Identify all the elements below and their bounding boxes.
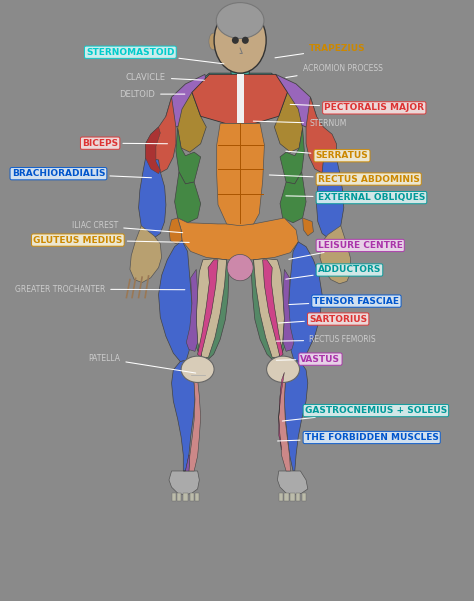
- Polygon shape: [279, 493, 283, 501]
- Polygon shape: [283, 269, 294, 352]
- Polygon shape: [166, 75, 207, 127]
- Polygon shape: [195, 260, 229, 361]
- Text: STERNOMASTOID: STERNOMASTOID: [86, 47, 224, 64]
- Polygon shape: [280, 172, 306, 223]
- Polygon shape: [178, 93, 206, 152]
- Polygon shape: [302, 493, 306, 501]
- Ellipse shape: [227, 254, 253, 281]
- Ellipse shape: [216, 2, 264, 38]
- Text: BRACHIORADIALIS: BRACHIORADIALIS: [12, 169, 152, 178]
- Text: PATELLA: PATELLA: [88, 354, 196, 373]
- Text: TRAPEZIUS: TRAPEZIUS: [275, 44, 366, 58]
- Polygon shape: [169, 218, 182, 243]
- Polygon shape: [289, 242, 322, 362]
- Polygon shape: [274, 75, 317, 127]
- Text: ILIAC CREST: ILIAC CREST: [72, 221, 182, 233]
- Polygon shape: [195, 493, 200, 501]
- Polygon shape: [274, 93, 302, 152]
- Polygon shape: [195, 73, 285, 97]
- Text: ACROMION PROCESS: ACROMION PROCESS: [286, 64, 383, 78]
- Polygon shape: [177, 493, 181, 501]
- Polygon shape: [277, 471, 308, 495]
- Text: PECTORALIS MAJOR: PECTORALIS MAJOR: [290, 103, 424, 112]
- Text: THE FORBIDDEN MUSCLES: THE FORBIDDEN MUSCLES: [278, 433, 438, 442]
- Text: BICEPS: BICEPS: [82, 139, 167, 148]
- Polygon shape: [263, 260, 283, 358]
- Text: GASTROCNEMIUS + SOLEUS: GASTROCNEMIUS + SOLEUS: [283, 406, 447, 421]
- Polygon shape: [237, 75, 244, 123]
- Polygon shape: [196, 258, 227, 358]
- Polygon shape: [186, 269, 198, 352]
- Polygon shape: [178, 218, 298, 260]
- Text: ADDUCTORS: ADDUCTORS: [286, 266, 381, 279]
- Text: SARTORIUS: SARTORIUS: [278, 314, 367, 323]
- Ellipse shape: [181, 356, 214, 382]
- Polygon shape: [146, 127, 160, 174]
- Polygon shape: [159, 240, 192, 362]
- Polygon shape: [189, 369, 201, 471]
- Polygon shape: [254, 258, 284, 358]
- Polygon shape: [130, 226, 162, 282]
- Polygon shape: [169, 471, 200, 495]
- Polygon shape: [279, 369, 291, 471]
- Text: GREATER TROCHANTER: GREATER TROCHANTER: [15, 285, 185, 294]
- Polygon shape: [306, 97, 337, 174]
- Text: GLUTEUS MEDIUS: GLUTEUS MEDIUS: [33, 236, 189, 245]
- Polygon shape: [183, 455, 190, 471]
- Polygon shape: [291, 493, 295, 501]
- Polygon shape: [138, 158, 166, 237]
- Polygon shape: [176, 128, 201, 184]
- Text: SERRATUS: SERRATUS: [286, 151, 368, 160]
- Text: STERNUM: STERNUM: [253, 119, 346, 128]
- Polygon shape: [230, 61, 251, 76]
- Polygon shape: [284, 493, 289, 501]
- Ellipse shape: [209, 33, 218, 50]
- Ellipse shape: [232, 37, 239, 44]
- Polygon shape: [280, 128, 304, 184]
- Polygon shape: [284, 361, 308, 471]
- Polygon shape: [302, 218, 313, 236]
- Polygon shape: [296, 493, 301, 501]
- Text: RECTUS FEMORIS: RECTUS FEMORIS: [276, 335, 376, 344]
- Polygon shape: [172, 361, 195, 471]
- Text: LEISURE CENTRE: LEISURE CENTRE: [289, 241, 402, 259]
- Polygon shape: [183, 493, 188, 501]
- Text: TENSOR FASCIAE: TENSOR FASCIAE: [289, 297, 400, 305]
- Text: CLAVICLE: CLAVICLE: [126, 73, 204, 82]
- Ellipse shape: [214, 7, 266, 73]
- Text: RECTUS ABDOMINIS: RECTUS ABDOMINIS: [269, 174, 419, 183]
- Text: EXTERNAL OBLIQUES: EXTERNAL OBLIQUES: [286, 193, 425, 202]
- Polygon shape: [320, 226, 351, 284]
- Polygon shape: [192, 75, 287, 123]
- Ellipse shape: [266, 356, 300, 382]
- Polygon shape: [146, 97, 176, 174]
- Polygon shape: [217, 123, 264, 226]
- Polygon shape: [279, 372, 284, 450]
- Polygon shape: [251, 260, 285, 361]
- Text: DELTOID: DELTOID: [119, 90, 185, 99]
- Polygon shape: [198, 260, 218, 358]
- Polygon shape: [317, 158, 344, 237]
- Polygon shape: [172, 493, 176, 501]
- Polygon shape: [190, 493, 194, 501]
- Text: VASTUS: VASTUS: [276, 355, 340, 364]
- Polygon shape: [174, 172, 201, 223]
- Ellipse shape: [242, 37, 249, 44]
